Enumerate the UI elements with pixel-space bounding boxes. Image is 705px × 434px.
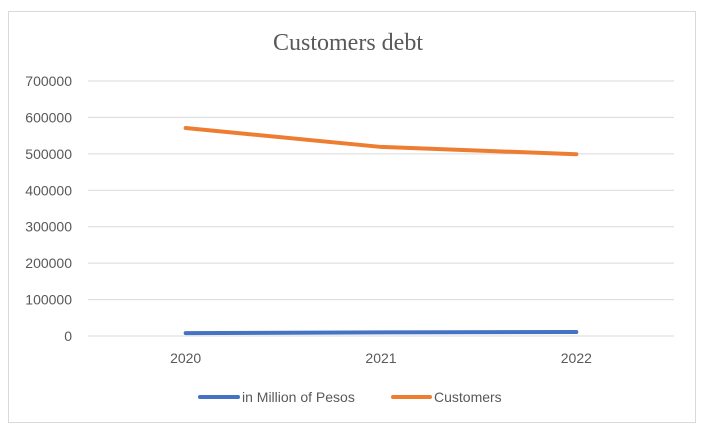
legend-label: in Million of Pesos xyxy=(242,389,355,405)
y-tick-label: 100000 xyxy=(25,292,72,308)
legend: in Million of Pesos Customers xyxy=(198,389,502,405)
series-lines xyxy=(183,125,579,336)
y-tick-label: 700000 xyxy=(25,73,72,89)
y-tick-label: 500000 xyxy=(25,146,72,162)
y-tick-label: 200000 xyxy=(25,255,72,271)
gridlines xyxy=(88,80,674,337)
y-tick-label: 0 xyxy=(64,328,72,344)
x-tick-label: 2021 xyxy=(365,350,396,366)
y-axis-tick-labels: 0 100000 200000 300000 400000 500000 600000 700… xyxy=(25,73,72,344)
legend-label: Customers xyxy=(434,389,502,405)
x-tick-label: 2020 xyxy=(170,350,201,366)
chart-title: Customers debt xyxy=(273,30,423,56)
y-tick-label: 400000 xyxy=(25,182,72,198)
series-line-1 xyxy=(183,125,579,157)
y-tick-label: 600000 xyxy=(25,109,72,125)
y-tick-label: 300000 xyxy=(25,219,72,235)
series-line-0 xyxy=(183,329,579,336)
x-tick-label: 2022 xyxy=(561,350,592,366)
x-axis-tick-labels: 2020 2021 2022 xyxy=(170,350,592,366)
chart-frame xyxy=(8,11,696,423)
